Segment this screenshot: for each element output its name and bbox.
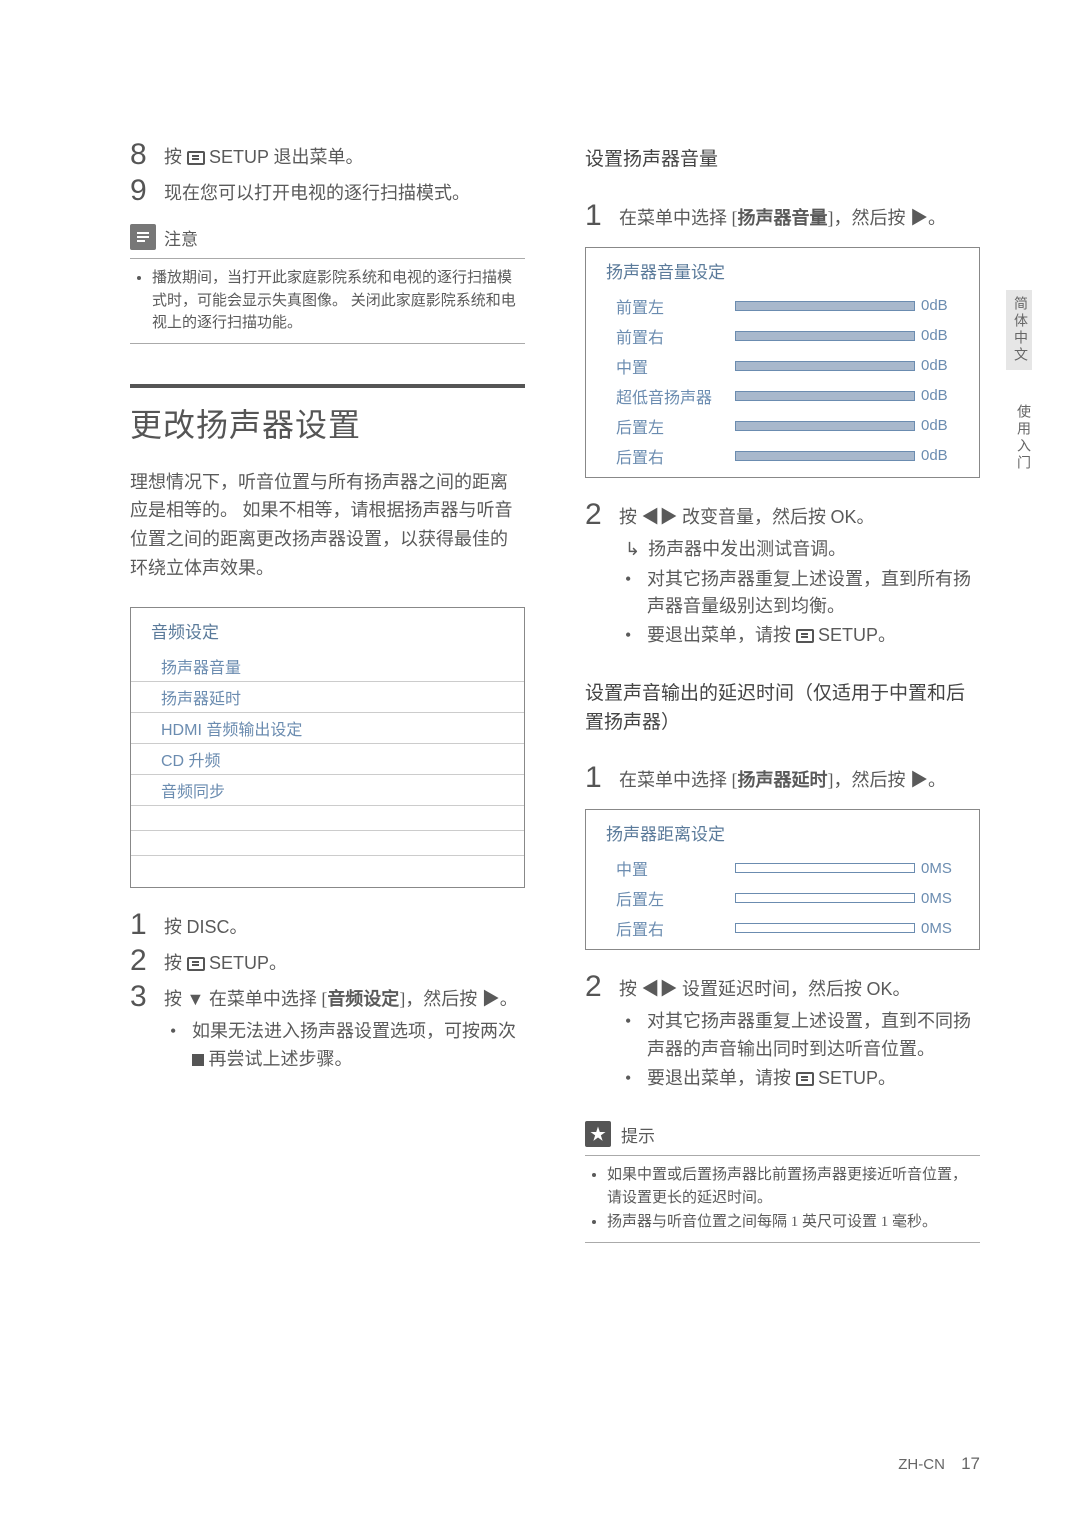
subheading-volume: 设置扬声器音量 [585,146,980,175]
r1-step-2: 2 按 ◀▶ 改变音量，然后按 OK。 [585,500,980,530]
step-number: 8 [130,140,154,170]
slider [735,361,915,371]
stop-icon [192,1054,204,1066]
distance-panel: 扬声器距离设定 中置0MS 后置左0MS 后置右0MS [585,809,980,950]
note-icon [130,224,156,250]
slider [735,331,915,341]
footer-label: ZH-CN [898,1456,945,1473]
panel-row: 后置右0MS [586,913,979,943]
step-text: 按 SETUP 退出菜单。 [164,140,364,170]
step-text: 在菜单中选择 [扬声器音量]，然后按 ▶。 [619,201,946,231]
step-2: 2 按 SETUP。 [130,946,525,976]
tip-title: 提示 [621,1122,655,1147]
step-number: 9 [130,176,154,206]
right-column: 设置扬声器音量 1 在菜单中选择 [扬声器音量]，然后按 ▶。 扬声器音量设定 … [585,140,980,1243]
section-title: 更改扬声器设置 [130,400,525,446]
tip-icon [585,1121,611,1147]
setup-icon [187,957,205,971]
setup-icon [796,1072,814,1086]
step-text: 按 ◀▶ 设置延迟时间，然后按 OK。 [619,972,911,1002]
panel-row: 扬声器音量 [131,651,524,682]
note-box: 注意 播放期间，当打开此家庭影院系统和电视的逐行扫描模式时，可能会显示失真图像。… [130,224,525,344]
step-1: 1 按 DISC。 [130,910,525,940]
r2-step-1: 1 在菜单中选择 [扬声器延时]，然后按 ▶。 [585,763,980,793]
page-number: 17 [961,1454,980,1473]
step-number: 2 [585,500,609,530]
subheading-delay: 设置声音输出的延迟时间（仅适用于中置和后置扬声器） [585,680,980,737]
slider [735,391,915,401]
slider [735,923,915,933]
panel-row: 中置0MS [586,853,979,883]
panel-row: CD 升频 [131,744,524,775]
setup-icon [187,151,205,165]
side-tabs: 简体中文 使用入门 [1006,290,1032,472]
section-intro: 理想情况下，听音位置与所有扬声器之间的距离应是相等的。 如果不相等，请根据扬声器… [130,468,525,583]
section-rule [130,384,525,388]
panel-row: 超低音扬声器0dB [586,381,979,411]
r1-step-1: 1 在菜单中选择 [扬声器音量]，然后按 ▶。 [585,201,980,231]
step-3: 3 按 ▼ 在菜单中选择 [音频设定]，然后按 ▶。 [130,982,525,1012]
step-number: 1 [130,910,154,940]
r2-step-2: 2 按 ◀▶ 设置延迟时间，然后按 OK。 [585,972,980,1002]
panel-title: 扬声器音量设定 [586,248,979,285]
panel-row: 后置左0MS [586,883,979,913]
step-8: 8 按 SETUP 退出菜单。 [130,140,525,170]
step-text: 现在您可以打开电视的逐行扫描模式。 [164,176,470,206]
step-number: 2 [130,946,154,976]
step-text: 按 SETUP。 [164,946,287,976]
panel-row: 前置左0dB [586,291,979,321]
panel-row: 扬声器延时 [131,682,524,713]
note-title: 注意 [164,225,198,250]
step-text: 按 DISC。 [164,910,248,940]
step-3-bullets: 如果无法进入扬声器设置选项，可按两次 再尝试上述步骤。 [130,1018,525,1074]
slider [735,421,915,431]
r2-step2-bullets: 对其它扬声器重复上述设置，直到不同扬声器的声音输出同时到达听音位置。 要退出菜单… [585,1008,980,1093]
volume-panel: 扬声器音量设定 前置左0dB 前置右0dB 中置0dB 超低音扬声器0dB 后置… [585,247,980,478]
step-number: 3 [130,982,154,1012]
panel-empty-row [131,806,524,831]
result-arrow: ↳扬声器中发出测试音调。 [585,536,980,564]
panel-row: 音频同步 [131,775,524,806]
panel-row: HDMI 音频输出设定 [131,713,524,744]
slider [735,451,915,461]
panel-empty-row [131,856,524,881]
panel-row: 后置左0dB [586,411,979,441]
slider [735,863,915,873]
step-number: 1 [585,763,609,793]
step-text: 按 ▼ 在菜单中选择 [音频设定]，然后按 ▶。 [164,982,518,1012]
note-body: 播放期间，当打开此家庭影院系统和电视的逐行扫描模式时，可能会显示失真图像。 关闭… [130,258,525,344]
panel-title: 音频设定 [131,608,524,645]
tip-body: 如果中置或后置扬声器比前置扬声器更接近听音位置，请设置更长的延迟时间。 扬声器与… [585,1155,980,1243]
panel-row: 中置0dB [586,351,979,381]
panel-row: 后置右0dB [586,441,979,471]
tip-box: 提示 如果中置或后置扬声器比前置扬声器更接近听音位置，请设置更长的延迟时间。 扬… [585,1121,980,1243]
step-number: 1 [585,201,609,231]
tab-language: 简体中文 [1006,290,1032,370]
panel-row: 前置右0dB [586,321,979,351]
panel-empty-row [131,831,524,856]
step-9: 9 现在您可以打开电视的逐行扫描模式。 [130,176,525,206]
setup-icon [796,629,814,643]
step-number: 2 [585,972,609,1002]
slider [735,301,915,311]
step-text: 在菜单中选择 [扬声器延时]，然后按 ▶。 [619,763,946,793]
step-text: 按 ◀▶ 改变音量，然后按 OK。 [619,500,875,530]
arrow-icon: ↳ [625,536,640,564]
page-footer: ZH-CN 17 [898,1454,980,1474]
audio-settings-panel: 音频设定 扬声器音量 扬声器延时 HDMI 音频输出设定 CD 升频 音频同步 [130,607,525,888]
panel-title: 扬声器距离设定 [586,810,979,847]
left-column: 8 按 SETUP 退出菜单。 9 现在您可以打开电视的逐行扫描模式。 注意 播… [130,140,525,1243]
tab-section: 使用入门 [1006,404,1032,472]
slider [735,893,915,903]
r1-step2-bullets: 对其它扬声器重复上述设置，直到所有扬声器音量级别达到均衡。 要退出菜单，请按 S… [585,566,980,651]
